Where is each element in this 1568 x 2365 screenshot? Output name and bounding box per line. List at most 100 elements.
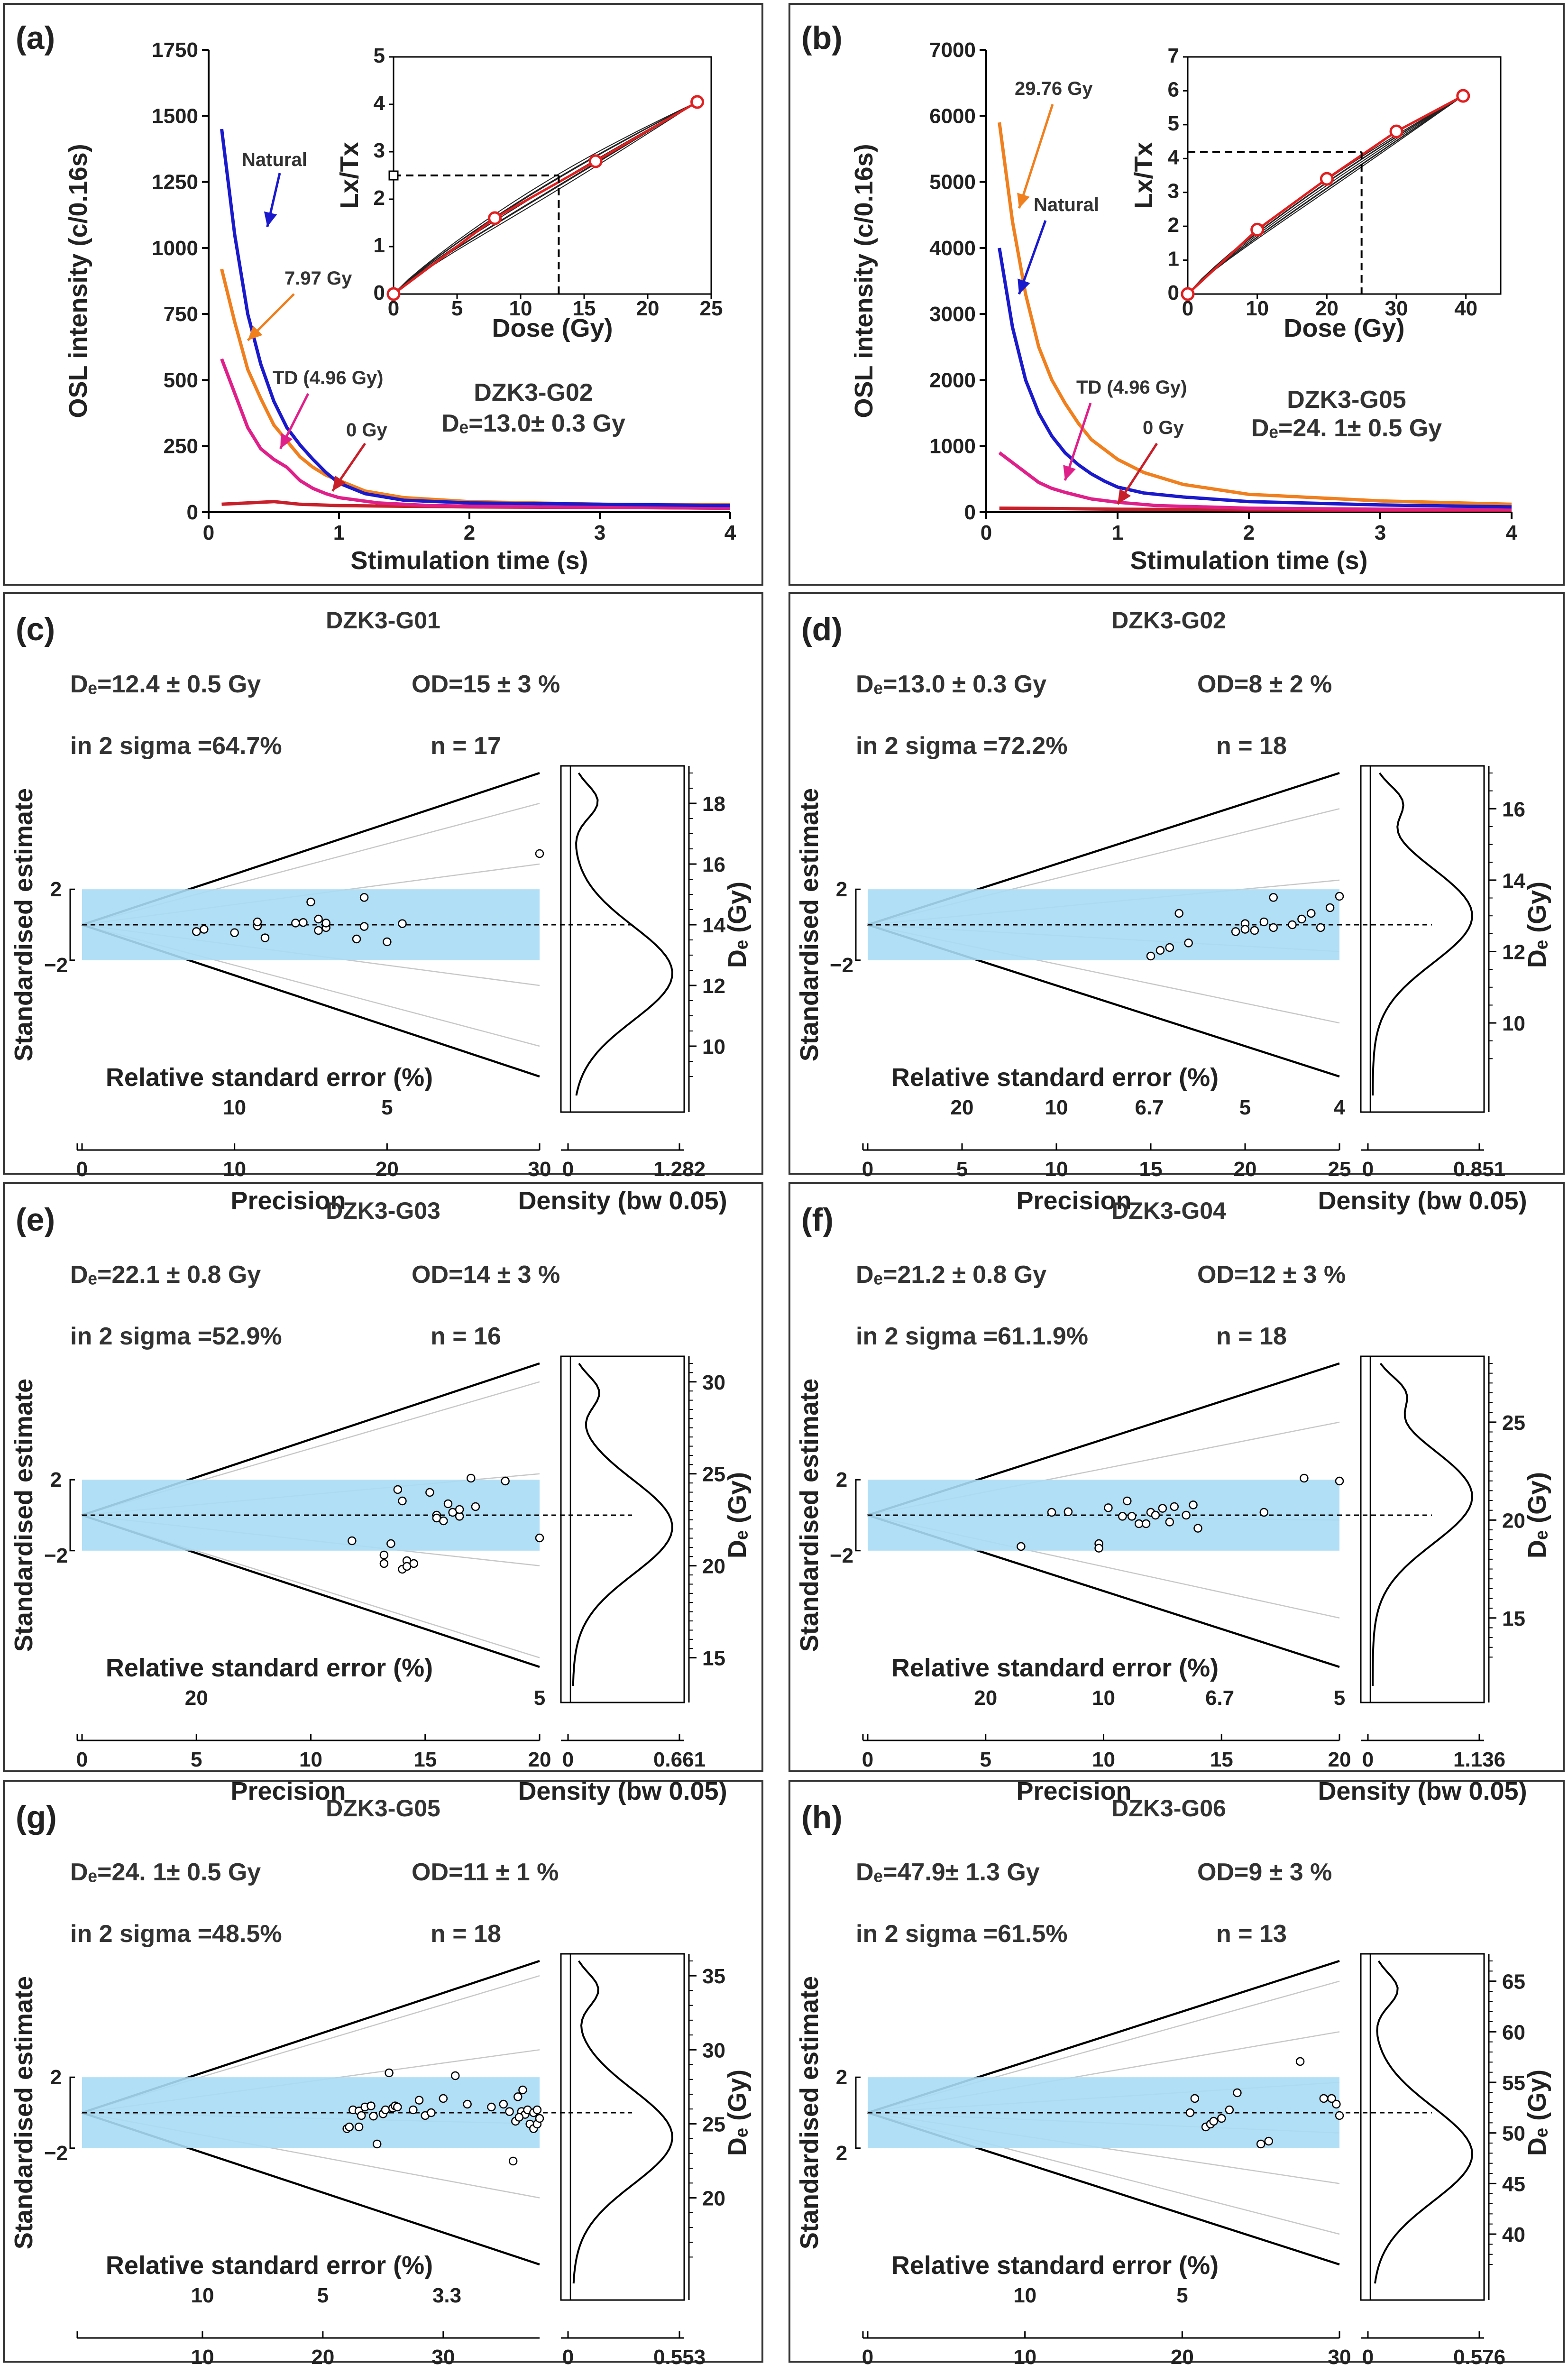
precision-tick-label: 0: [76, 1748, 88, 1771]
de-tick-label: 65: [1502, 1970, 1525, 1994]
de-axis-label: Dₑ (Gy): [1523, 1472, 1551, 1558]
de-tick-label: 30: [702, 1371, 725, 1394]
label-zero: 0 Gy: [1143, 417, 1184, 438]
aliquot-point: [230, 928, 239, 938]
rse-tick-label: 10: [1092, 1686, 1115, 1710]
precision-tick-label: 15: [413, 1748, 437, 1771]
inset-x-tick-label: 20: [1315, 297, 1339, 320]
precision-tick-label: 30: [431, 2346, 455, 2365]
de-tick-label: 20: [1502, 1509, 1525, 1532]
inset-x-tick-label: 20: [636, 297, 660, 320]
rse-tick-label: 10: [1045, 1096, 1068, 1119]
inset-x-tick-label: 15: [573, 297, 596, 320]
aliquot-point: [299, 918, 308, 927]
aliquot-point: [1250, 926, 1259, 935]
density-tick-label-0: 0: [1362, 1748, 1374, 1771]
de-value: Dₑ=13.0± 0.3 Gy: [441, 410, 625, 437]
panel-letter: (g): [16, 1799, 57, 1835]
z-plus-label: 2: [836, 2066, 847, 2089]
n-value: n = 18: [431, 1920, 501, 1948]
aliquot-point: [314, 914, 323, 924]
de-tick-label: 10: [702, 1035, 725, 1058]
y-axis-label: Standardised estimate: [9, 1976, 38, 2249]
density-max-label: 1.282: [653, 1158, 706, 1181]
density-curve: [1372, 772, 1473, 1095]
de-tick-label: 15: [702, 1647, 725, 1670]
rse-tick-label: 6.7: [1205, 1686, 1234, 1710]
od-value: OD=11 ± 1 %: [412, 1859, 559, 1886]
aliquot-point: [1146, 951, 1155, 961]
y-tick-label: 500: [164, 368, 198, 392]
density-frame: [560, 1953, 685, 2301]
rse-tick-label: 5: [317, 2284, 329, 2307]
panel-letter: (f): [801, 1202, 834, 1238]
aliquot-point: [499, 2099, 508, 2109]
inset-y-tick-label: 0: [1168, 281, 1179, 304]
aliquot-point: [357, 2111, 366, 2120]
precision-tick-label: 20: [1328, 1748, 1351, 1771]
panel-letter: (e): [16, 1202, 55, 1238]
aliquot-point: [535, 849, 544, 858]
density-axis-label: Density (bw 0.05): [1318, 1187, 1527, 1215]
aliquot-point: [359, 893, 369, 902]
density-tick-label-0: 0: [562, 1748, 574, 1771]
inset-x-tick-label: 10: [1246, 297, 1269, 320]
aliquot-point: [1259, 1508, 1269, 1517]
inset-x-tick-label: 30: [1385, 297, 1408, 320]
aliquot-point: [1123, 1496, 1132, 1506]
aliquot-growth-curve: [1187, 95, 1464, 294]
rse-tick-label: 3.3: [432, 2284, 461, 2307]
aliquot-point: [1319, 2094, 1329, 2103]
de-tick-label: 25: [1502, 1411, 1525, 1435]
precision-tick-label: 5: [956, 1158, 968, 1181]
aliquot-point: [1256, 2139, 1265, 2149]
aliquot-point: [1325, 903, 1335, 912]
decay-curve-td: [220, 358, 731, 510]
precision-tick-label: 5: [980, 1748, 991, 1771]
aliquot-point: [385, 2068, 394, 2078]
y-axis-label: Standardised estimate: [9, 788, 38, 1061]
z-minus-label: −2: [830, 1544, 853, 1567]
x-tick-label: 4: [724, 521, 736, 544]
precision-tick-label: 10: [1092, 1748, 1115, 1771]
de-value: Dₑ=12.4 ± 0.5 Gy: [70, 671, 261, 698]
aliquot-point: [1118, 1512, 1127, 1521]
aliquot-point: [253, 917, 262, 927]
de-tick-label: 60: [1502, 2021, 1525, 2044]
inset-x-tick-label: 10: [509, 297, 532, 320]
de-tick-label: 45: [1502, 2172, 1525, 2196]
x-tick-label: 0: [981, 521, 992, 544]
two-sigma-band: [82, 2077, 540, 2148]
regen-point: [488, 211, 502, 225]
rse-axis-label: Relative standard error (%): [891, 2251, 1219, 2280]
panel-frame: [3, 592, 763, 1175]
aliquot-point: [501, 1476, 510, 1486]
precision-axis-label: Precision: [230, 1187, 346, 1215]
precision-tick-label: 0: [76, 1158, 88, 1181]
aliquot-point: [1155, 946, 1165, 955]
y-axis-label: Standardised estimate: [795, 1379, 824, 1652]
sample-title: DZK3-G04: [1111, 1197, 1226, 1224]
x-tick-label: 3: [594, 521, 605, 544]
de-value: Dₑ=22.1 ± 0.8 Gy: [70, 1261, 261, 1288]
aliquot-point: [1190, 2094, 1200, 2103]
inset-x-tick-label: 5: [451, 297, 463, 320]
x-tick-label: 1: [1112, 521, 1123, 544]
aliquot-point: [1327, 2094, 1336, 2103]
arrow-natural-head: [1018, 278, 1030, 294]
inset-y-tick-label: 5: [374, 44, 385, 67]
rse-tick-label: 5: [1239, 1096, 1251, 1119]
aliquot-point: [386, 1539, 395, 1548]
rse-tick-label: 10: [223, 1096, 246, 1119]
aliquot-point: [1288, 920, 1297, 929]
aliquot-point: [369, 2111, 378, 2121]
density-max-label: 0.576: [1453, 2346, 1505, 2365]
precision-tick-label: 10: [1045, 1158, 1068, 1181]
aliquot-point: [1300, 1473, 1309, 1483]
n-value: n = 16: [431, 1323, 501, 1350]
arrow-regen-head: [248, 325, 263, 340]
aliquot-point: [427, 2108, 436, 2117]
